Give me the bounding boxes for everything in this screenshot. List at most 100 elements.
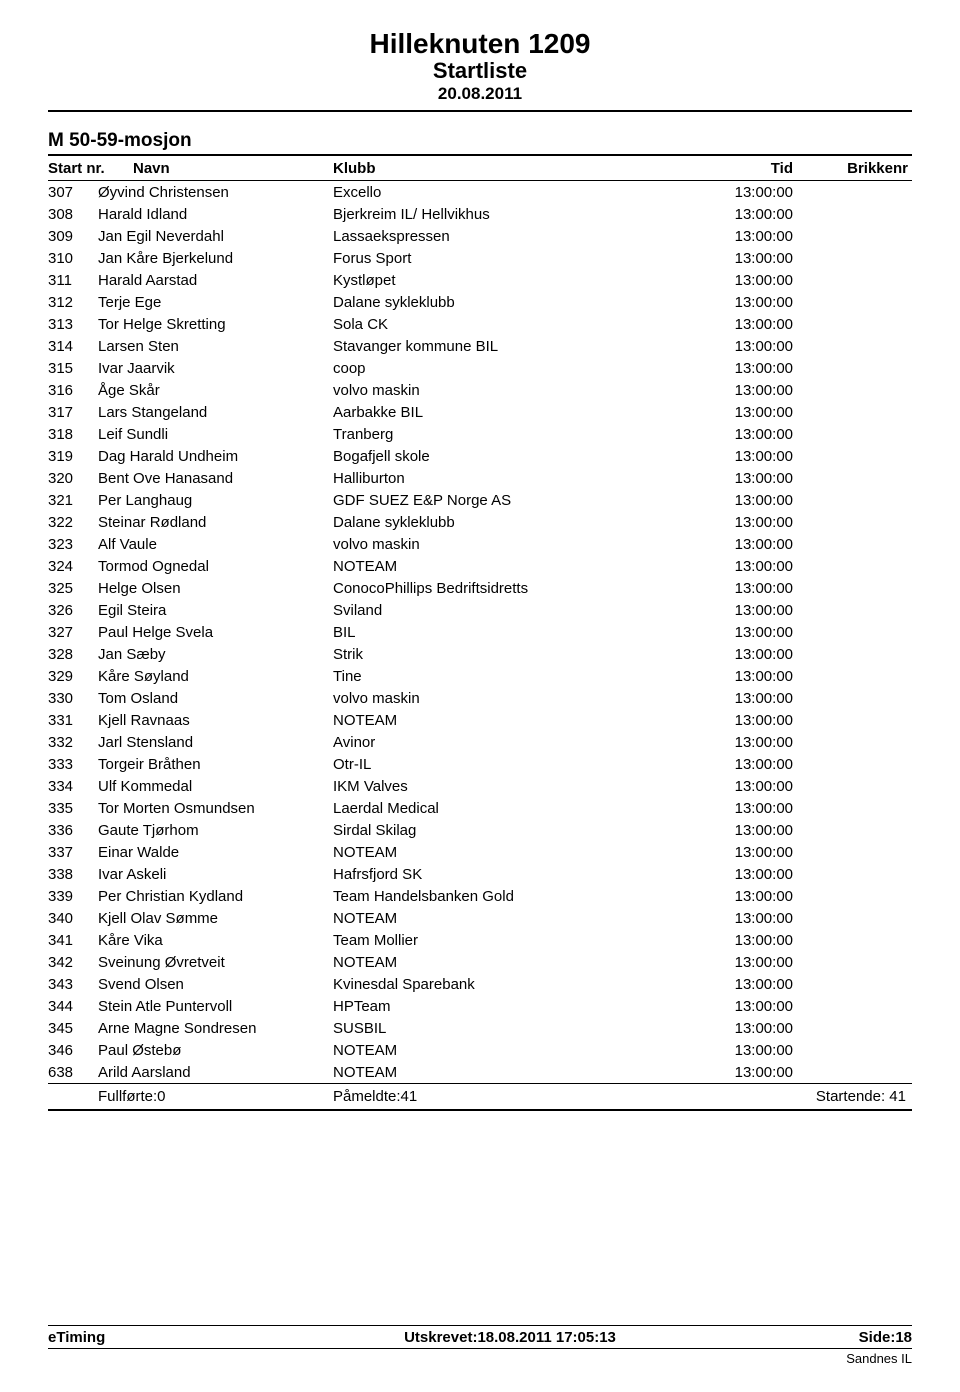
cell-startnr: 338 bbox=[48, 866, 98, 883]
cell-klubb: Tranberg bbox=[333, 426, 673, 443]
cell-klubb: Bjerkreim IL/ Hellvikhus bbox=[333, 206, 673, 223]
cell-klubb: volvo maskin bbox=[333, 690, 673, 707]
table-row: 320Bent Ove HanasandHalliburton13:00:00 bbox=[48, 467, 912, 489]
cell-tid: 13:00:00 bbox=[673, 536, 793, 553]
cell-klubb: NOTEAM bbox=[333, 844, 673, 861]
cell-tid: 13:00:00 bbox=[673, 272, 793, 289]
cell-startnr: 316 bbox=[48, 382, 98, 399]
col-brikkenr: Brikkenr bbox=[793, 160, 912, 177]
cell-klubb: BIL bbox=[333, 624, 673, 641]
table-row: 327Paul Helge SvelaBIL13:00:00 bbox=[48, 621, 912, 643]
summary-row: Fullførte:0 Påmeldte:41 Startende: 41 bbox=[48, 1084, 912, 1109]
cell-startnr: 318 bbox=[48, 426, 98, 443]
cell-navn: Alf Vaule bbox=[98, 536, 333, 553]
table-row: 324Tormod OgnedalNOTEAM13:00:00 bbox=[48, 555, 912, 577]
table-row: 337Einar WaldeNOTEAM13:00:00 bbox=[48, 841, 912, 863]
cell-tid: 13:00:00 bbox=[673, 448, 793, 465]
cell-navn: Bent Ove Hanasand bbox=[98, 470, 333, 487]
cell-startnr: 343 bbox=[48, 976, 98, 993]
footer-right: Side:18 bbox=[772, 1329, 912, 1346]
table-row: 339Per Christian KydlandTeam Handelsbank… bbox=[48, 885, 912, 907]
cell-tid: 13:00:00 bbox=[673, 294, 793, 311]
cell-navn: Ivar Jaarvik bbox=[98, 360, 333, 377]
cell-klubb: Bogafjell skole bbox=[333, 448, 673, 465]
cell-tid: 13:00:00 bbox=[673, 822, 793, 839]
cell-startnr: 307 bbox=[48, 184, 98, 201]
cell-startnr: 329 bbox=[48, 668, 98, 685]
cell-navn: Kåre Søyland bbox=[98, 668, 333, 685]
cell-startnr: 340 bbox=[48, 910, 98, 927]
table-row: 342Sveinung ØvretveitNOTEAM13:00:00 bbox=[48, 951, 912, 973]
cell-klubb: Tine bbox=[333, 668, 673, 685]
cell-navn: Stein Atle Puntervoll bbox=[98, 998, 333, 1015]
table-row: 307Øyvind ChristensenExcello13:00:00 bbox=[48, 181, 912, 203]
col-navn: Navn bbox=[133, 160, 333, 177]
cell-startnr: 320 bbox=[48, 470, 98, 487]
cell-navn: Tor Morten Osmundsen bbox=[98, 800, 333, 817]
cell-navn: Sveinung Øvretveit bbox=[98, 954, 333, 971]
table-row: 318Leif SundliTranberg13:00:00 bbox=[48, 423, 912, 445]
cell-startnr: 325 bbox=[48, 580, 98, 597]
table-row: 333Torgeir BråthenOtr-IL13:00:00 bbox=[48, 753, 912, 775]
table-row: 323Alf Vaulevolvo maskin13:00:00 bbox=[48, 533, 912, 555]
summary-startende: Startende: 41 bbox=[673, 1088, 912, 1105]
cell-klubb: Avinor bbox=[333, 734, 673, 751]
title-main: Hilleknuten 1209 bbox=[48, 28, 912, 60]
table-row: 315Ivar Jaarvikcoop13:00:00 bbox=[48, 357, 912, 379]
cell-navn: Per Christian Kydland bbox=[98, 888, 333, 905]
cell-klubb: Laerdal Medical bbox=[333, 800, 673, 817]
cell-startnr: 324 bbox=[48, 558, 98, 575]
page: Hilleknuten 1209 Startliste 20.08.2011 M… bbox=[0, 0, 960, 1392]
cell-startnr: 323 bbox=[48, 536, 98, 553]
cell-startnr: 309 bbox=[48, 228, 98, 245]
cell-klubb: Strik bbox=[333, 646, 673, 663]
cell-navn: Gaute Tjørhom bbox=[98, 822, 333, 839]
col-tid: Tid bbox=[673, 160, 793, 177]
footer: eTiming Utskrevet:18.08.2011 17:05:13 Si… bbox=[48, 1325, 912, 1366]
cell-tid: 13:00:00 bbox=[673, 866, 793, 883]
cell-tid: 13:00:00 bbox=[673, 800, 793, 817]
cell-tid: 13:00:00 bbox=[673, 558, 793, 575]
cell-tid: 13:00:00 bbox=[673, 734, 793, 751]
cell-startnr: 321 bbox=[48, 492, 98, 509]
cell-startnr: 317 bbox=[48, 404, 98, 421]
cell-startnr: 326 bbox=[48, 602, 98, 619]
cell-navn: Åge Skår bbox=[98, 382, 333, 399]
cell-tid: 13:00:00 bbox=[673, 888, 793, 905]
table-row: 638Arild AarslandNOTEAM13:00:00 bbox=[48, 1061, 912, 1083]
cell-klubb: Kvinesdal Sparebank bbox=[333, 976, 673, 993]
col-klubb: Klubb bbox=[333, 160, 673, 177]
table-row: 329Kåre SøylandTine13:00:00 bbox=[48, 665, 912, 687]
cell-tid: 13:00:00 bbox=[673, 382, 793, 399]
table-row: 328Jan SæbyStrik13:00:00 bbox=[48, 643, 912, 665]
cell-tid: 13:00:00 bbox=[673, 228, 793, 245]
cell-klubb: Aarbakke BIL bbox=[333, 404, 673, 421]
cell-tid: 13:00:00 bbox=[673, 844, 793, 861]
cell-klubb: NOTEAM bbox=[333, 910, 673, 927]
cell-klubb: ConocoPhillips Bedriftsidretts bbox=[333, 580, 673, 597]
cell-navn: Ulf Kommedal bbox=[98, 778, 333, 795]
cell-tid: 13:00:00 bbox=[673, 184, 793, 201]
table-row: 308Harald IdlandBjerkreim IL/ Hellvikhus… bbox=[48, 203, 912, 225]
cell-tid: 13:00:00 bbox=[673, 1020, 793, 1037]
cell-navn: Øyvind Christensen bbox=[98, 184, 333, 201]
cell-startnr: 308 bbox=[48, 206, 98, 223]
cell-klubb: Dalane sykleklubb bbox=[333, 294, 673, 311]
cell-navn: Jan Egil Neverdahl bbox=[98, 228, 333, 245]
cell-tid: 13:00:00 bbox=[673, 492, 793, 509]
cell-klubb: NOTEAM bbox=[333, 1064, 673, 1081]
cell-navn: Paul Helge Svela bbox=[98, 624, 333, 641]
cell-tid: 13:00:00 bbox=[673, 580, 793, 597]
cell-startnr: 333 bbox=[48, 756, 98, 773]
cell-navn: Helge Olsen bbox=[98, 580, 333, 597]
cell-klubb: coop bbox=[333, 360, 673, 377]
cell-klubb: Lassaekspressen bbox=[333, 228, 673, 245]
cell-tid: 13:00:00 bbox=[673, 976, 793, 993]
cell-klubb: NOTEAM bbox=[333, 712, 673, 729]
table-row: 346Paul ØstebøNOTEAM13:00:00 bbox=[48, 1039, 912, 1061]
cell-startnr: 335 bbox=[48, 800, 98, 817]
cell-klubb: NOTEAM bbox=[333, 954, 673, 971]
cell-tid: 13:00:00 bbox=[673, 954, 793, 971]
cell-navn: Harald Aarstad bbox=[98, 272, 333, 289]
table-row: 312Terje EgeDalane sykleklubb13:00:00 bbox=[48, 291, 912, 313]
